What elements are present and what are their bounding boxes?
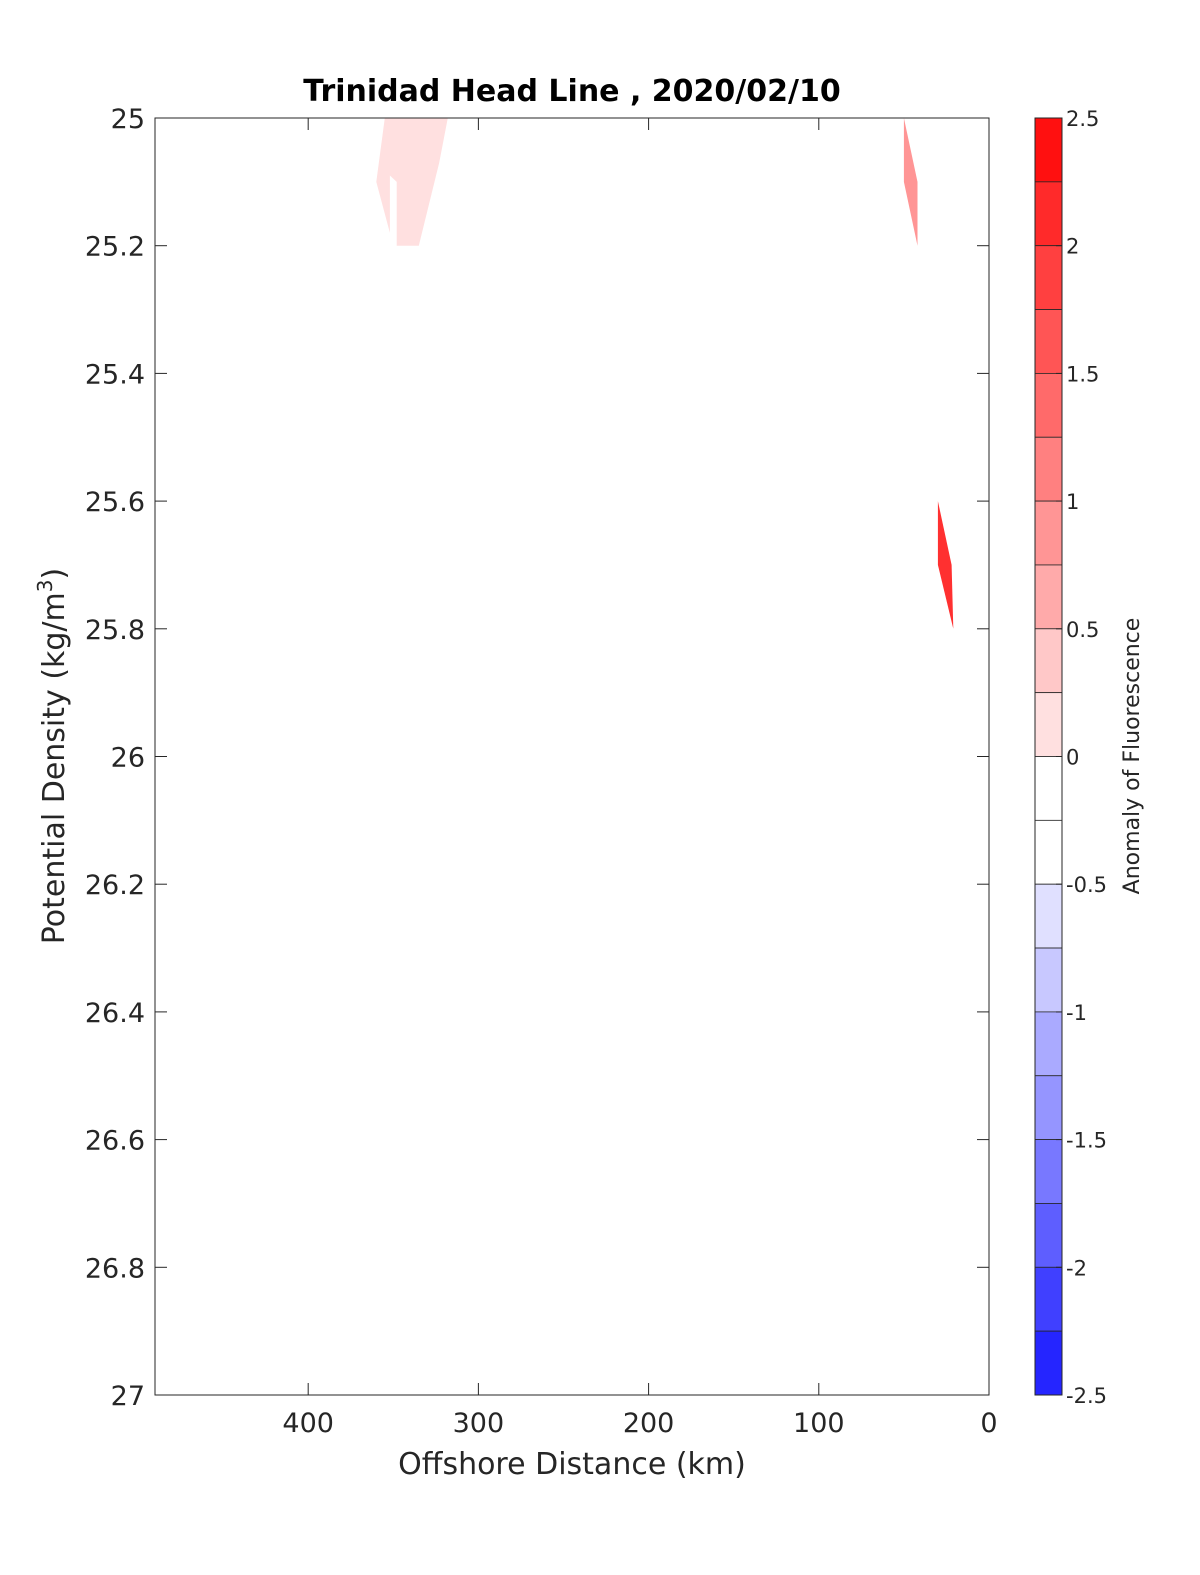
y-axis-label-superscript: 3: [33, 579, 57, 592]
colorbar-band: [1034, 245, 1063, 310]
y-axis-label: Potential Density (kg/m3): [33, 568, 72, 944]
colorbar-band: [1034, 819, 1063, 885]
contour-regions: [376, 118, 954, 629]
colorbar-tick-label: -0.5: [1066, 873, 1107, 897]
y-axis-label-close: ): [37, 568, 72, 580]
y-tick-label: 26.2: [85, 870, 145, 901]
contour-region: [376, 118, 448, 246]
contour-region: [937, 501, 954, 629]
y-tick-label: 26.8: [85, 1253, 145, 1284]
colorbar-band: [1034, 628, 1063, 694]
y-tick-label: 27: [111, 1381, 145, 1412]
x-tick-label: 100: [793, 1408, 845, 1439]
colorbar-tick-label: -1: [1066, 1001, 1087, 1025]
colorbar-band: [1034, 1075, 1063, 1140]
colorbar-band: [1034, 1203, 1063, 1268]
colorbar-tick-label: 1.5: [1066, 362, 1099, 386]
colorbar-band: [1034, 436, 1063, 502]
contour-region: [903, 118, 918, 246]
colorbar: 2.5 2 1.5 1 0.5 0 -0.5 -1 -1.5 -2 -2.5 Anomaly of …: [1034, 107, 1145, 1408]
plot-background: [155, 118, 989, 1395]
plot-area: 400 300 200 100 0 25 25.2 25.4 25.6 25.8 26 26.2 26…: [85, 104, 998, 1439]
colorbar-tick-label: 0: [1066, 746, 1079, 770]
x-axis-label: Offshore Distance (km): [398, 1447, 746, 1482]
x-axis-ticks: 400 300 200 100 0: [282, 118, 998, 1439]
y-axis-label-main: Potential Density (kg/m: [37, 592, 72, 944]
colorbar-ticks: 2.5 2 1.5 1 0.5 0 -0.5 -1 -1.5 -2 -2.5: [1056, 107, 1107, 1408]
x-tick-label: 300: [453, 1408, 505, 1439]
colorbar-band: [1034, 564, 1063, 630]
colorbar-band: [1034, 500, 1063, 566]
colorbar-tick-label: -2: [1066, 1256, 1087, 1280]
colorbar-band: [1034, 756, 1063, 821]
colorbar-tick-label: 1: [1066, 490, 1079, 514]
colorbar-tick-label: -1.5: [1066, 1129, 1107, 1153]
colorbar-label: Anomaly of Fluorescence: [1120, 618, 1145, 895]
colorbar-frame: [1034, 117, 1063, 1396]
colorbar-band: [1034, 1011, 1063, 1077]
colorbar-band: [1034, 309, 1063, 374]
colorbar-band: [1034, 372, 1063, 438]
colorbar-band: [1034, 692, 1063, 757]
y-tick-label: 25.8: [85, 615, 145, 646]
chart-title: Trinidad Head Line , 2020/02/10: [303, 74, 840, 109]
y-tick-label: 25: [111, 104, 145, 135]
colorbar-tick-label: 2.5: [1066, 107, 1099, 131]
colorbar-band: [1034, 117, 1063, 183]
colorbar-bands: [1034, 117, 1063, 1396]
colorbar-band: [1034, 181, 1063, 247]
x-tick-label: 200: [623, 1408, 675, 1439]
colorbar-tick-label: -2.5: [1066, 1384, 1107, 1408]
y-tick-label: 26: [111, 743, 145, 774]
plot-frame: [154, 117, 990, 1396]
colorbar-band: [1034, 1330, 1063, 1396]
y-tick-label: 25.2: [85, 232, 145, 263]
colorbar-band: [1034, 947, 1063, 1013]
y-tick-label: 26.4: [85, 998, 145, 1029]
y-tick-label: 25.4: [85, 359, 145, 390]
colorbar-band: [1034, 1139, 1063, 1204]
colorbar-band: [1034, 1266, 1063, 1332]
y-tick-label: 26.6: [85, 1126, 145, 1157]
colorbar-band: [1034, 883, 1063, 949]
x-tick-label: 0: [980, 1408, 997, 1439]
colorbar-tick-label: 2: [1066, 235, 1079, 259]
x-tick-label: 400: [282, 1408, 334, 1439]
colorbar-tick-label: 0.5: [1066, 618, 1099, 642]
y-tick-label: 25.6: [85, 487, 145, 518]
y-axis-ticks: 25 25.2 25.4 25.6 25.8 26 26.2 26.4 26.6 26.8 27: [85, 104, 989, 1412]
